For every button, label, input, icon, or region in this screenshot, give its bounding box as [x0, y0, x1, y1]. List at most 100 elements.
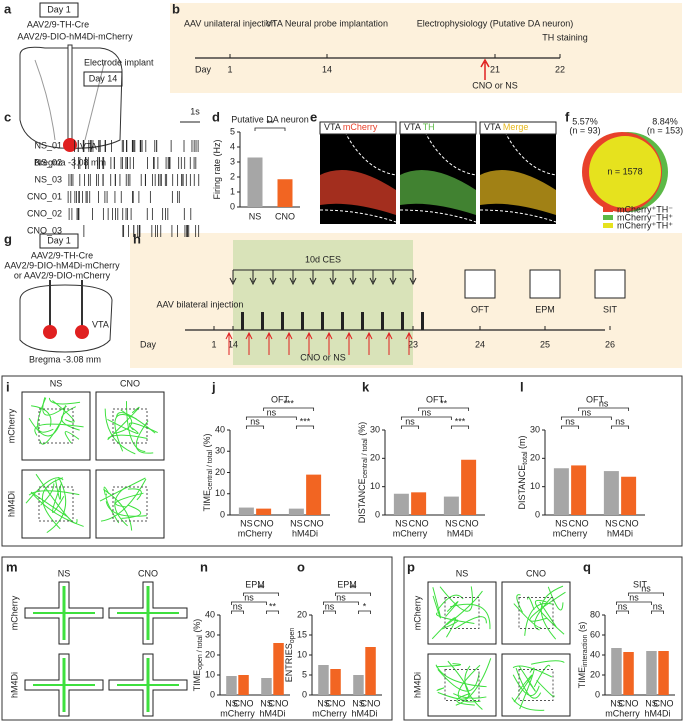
- significance: ***: [455, 416, 466, 426]
- label: 26: [605, 339, 615, 349]
- y-tick-label: 0: [375, 509, 380, 519]
- bar: [393, 493, 409, 515]
- label: CNO: [526, 568, 546, 578]
- y-tick-label: 10: [215, 488, 225, 498]
- test-icon: [464, 269, 496, 299]
- significance: ns: [615, 416, 625, 426]
- y-tick-label: 20: [590, 669, 600, 679]
- track: [533, 664, 551, 688]
- panel-letter: k: [362, 379, 370, 394]
- y-tick-label: 10: [370, 481, 380, 491]
- bar: [658, 651, 669, 695]
- y-tick-label: 5: [302, 669, 307, 679]
- panel-letter: d: [212, 109, 220, 124]
- track: [432, 587, 441, 619]
- track: [107, 434, 148, 439]
- label: CNO or NS: [300, 352, 346, 362]
- condition-label: NS: [445, 518, 458, 528]
- brain-outline: [19, 284, 113, 353]
- session: [361, 312, 364, 330]
- condition-label: NS: [645, 698, 658, 708]
- group-label: hM4Di: [259, 708, 285, 718]
- bar: [461, 459, 477, 515]
- condition-label: CNO: [459, 518, 479, 528]
- y-label-sub: total: [522, 451, 529, 465]
- test-icon: [594, 269, 626, 299]
- label: Day 14: [89, 73, 118, 83]
- bracket: [245, 416, 297, 420]
- track: [464, 665, 483, 710]
- condition-label: CNO: [409, 518, 429, 528]
- label: Day: [140, 339, 157, 349]
- image-label: VTA mCherry: [324, 122, 378, 132]
- y-tick-label: 20: [297, 609, 307, 619]
- y-tick-label: 20: [530, 453, 540, 463]
- condition-label: CNO: [326, 698, 346, 708]
- bracket: [323, 610, 336, 614]
- session: [401, 312, 404, 330]
- track: [516, 594, 523, 613]
- track: [99, 477, 146, 502]
- brain-line: [34, 59, 106, 141]
- vta: [75, 325, 89, 339]
- label: CNO: [120, 378, 140, 388]
- track: [107, 406, 140, 441]
- group-label: mCherry: [393, 528, 428, 538]
- bar: [621, 476, 637, 515]
- legend-label: mCherry⁺TH⁺: [617, 220, 673, 230]
- ces-arrow: [229, 270, 237, 286]
- ces-arrow: [389, 270, 397, 286]
- track: [431, 617, 456, 640]
- label: CNO_02: [27, 208, 62, 218]
- bar: [261, 678, 272, 695]
- zone: [444, 669, 480, 701]
- significance: ns: [599, 398, 609, 408]
- inj-arrow: [305, 331, 313, 355]
- track: [52, 482, 65, 513]
- inj-arrow: [405, 331, 413, 355]
- label: 1: [227, 64, 232, 74]
- label: TH staining: [542, 32, 588, 42]
- track: [35, 473, 78, 524]
- track: [529, 591, 566, 622]
- label: AAV bilateral injection: [157, 299, 244, 309]
- zone: [518, 597, 554, 629]
- chart-title: SIT: [633, 579, 648, 589]
- ces-arrow: [289, 270, 297, 286]
- label-box: [319, 121, 397, 135]
- track: [540, 585, 564, 640]
- y-tick-label: 15: [297, 629, 307, 639]
- label: Day 1: [47, 4, 71, 14]
- bracket: [560, 425, 580, 429]
- bracket: [358, 610, 371, 614]
- stain: [320, 170, 396, 215]
- session: [301, 312, 304, 330]
- bar: [330, 669, 341, 695]
- session: [281, 312, 284, 330]
- significance: ns: [422, 407, 432, 417]
- group-label: mCherry: [238, 528, 273, 538]
- track: [436, 663, 462, 668]
- track: [128, 422, 158, 434]
- y-label-main: DISTANCE: [357, 478, 367, 523]
- label: NS_03: [34, 174, 62, 184]
- track: [512, 665, 553, 678]
- bar: [288, 508, 304, 515]
- track: [445, 601, 459, 617]
- bracket: [231, 601, 267, 605]
- group-label: mCherry: [220, 708, 255, 718]
- condition-label: NS: [240, 518, 253, 528]
- panel-letter: g: [4, 231, 12, 246]
- condition-label: CNO: [654, 698, 674, 708]
- label-box: [399, 121, 477, 135]
- session: [241, 312, 244, 330]
- bracket: [616, 610, 629, 614]
- y-tick-label: 30: [215, 446, 225, 456]
- panel-letter: n: [200, 559, 208, 574]
- bar: [226, 676, 237, 695]
- image-label-stain: TH: [423, 122, 435, 132]
- track: [107, 418, 139, 434]
- panel-letter: j: [211, 379, 216, 394]
- zone: [112, 408, 148, 444]
- condition-label: CNO: [234, 698, 254, 708]
